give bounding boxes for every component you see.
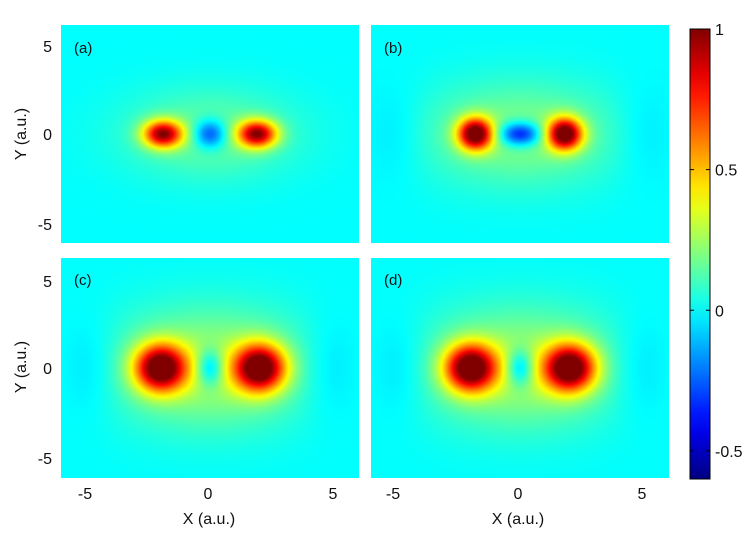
x-tick-label: 5: [638, 486, 647, 503]
colorbar-tick-label: 0.5: [715, 163, 737, 180]
y-axis-top: 5 0 -5 Y (a.u.): [13, 39, 52, 234]
colorbar-ticks: 1 0.5 0 -0.5: [690, 22, 743, 461]
colorbar-tick-label: -0.5: [715, 444, 743, 461]
x-axis-title: X (a.u.): [183, 511, 235, 528]
panel-label: (c): [74, 272, 92, 289]
x-axis-right: -5 0 5 X (a.u.): [386, 486, 647, 528]
colorbar-tick-label: 0: [715, 303, 724, 320]
x-tick-label: -5: [78, 486, 92, 503]
panel-label: (d): [384, 272, 402, 289]
heatmap-image: [371, 258, 669, 478]
y-tick-label: -5: [38, 451, 52, 468]
y-axis-title: Y (a.u.): [13, 108, 30, 160]
y-axis-title: Y (a.u.): [13, 341, 30, 393]
x-tick-label: 0: [514, 486, 523, 503]
heatmap-image: [61, 25, 359, 243]
panel-label: (b): [384, 40, 402, 57]
panel-a: (a): [61, 25, 359, 243]
colorbar-tick-label: 1: [715, 22, 724, 39]
heatmap-image: [371, 25, 669, 243]
panel-label: (a): [74, 40, 92, 57]
x-tick-label: 5: [329, 486, 338, 503]
y-axis-bottom: 5 0 -5 Y (a.u.): [13, 274, 52, 468]
panel-b: (b): [371, 25, 669, 243]
x-tick-label: 0: [204, 486, 213, 503]
y-tick-label: 0: [43, 361, 52, 378]
x-tick-label: -5: [386, 486, 400, 503]
y-tick-label: 5: [43, 274, 52, 291]
y-tick-label: 0: [43, 127, 52, 144]
y-tick-label: -5: [38, 217, 52, 234]
panel-d: (d): [371, 258, 669, 478]
heatmap-image: [61, 258, 359, 478]
panel-c: (c): [61, 258, 359, 478]
colorbar-gradient: [689, 28, 711, 480]
colorbar: 1 0.5 0 -0.5: [689, 22, 743, 480]
x-axis-left: -5 0 5 X (a.u.): [78, 486, 338, 528]
y-tick-label: 5: [43, 39, 52, 56]
x-axis-title: X (a.u.): [492, 511, 544, 528]
